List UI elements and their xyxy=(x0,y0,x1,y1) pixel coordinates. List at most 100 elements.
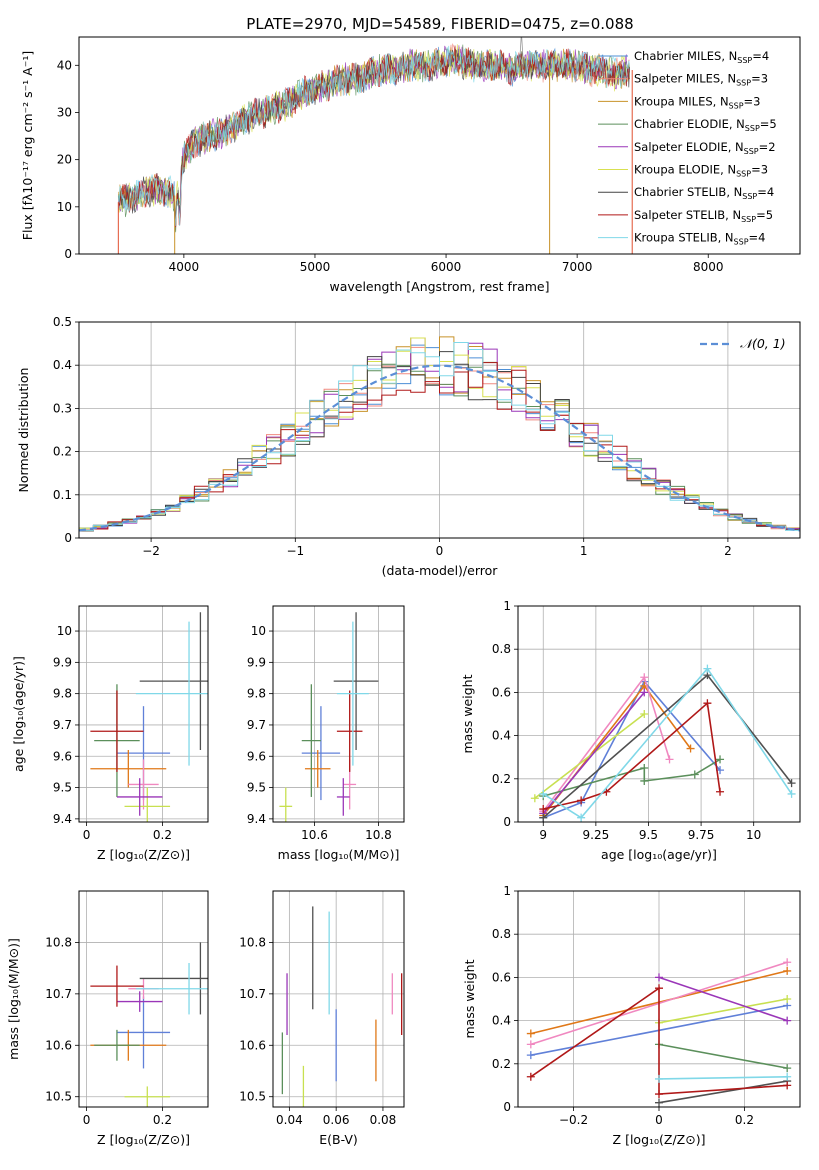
y-tick-label: 10.6 xyxy=(45,1038,72,1052)
x-tick-label: 9.25 xyxy=(583,828,610,842)
legend-suffix: =4 xyxy=(757,185,774,199)
y-tick-label: 1 xyxy=(503,599,511,613)
weight-line xyxy=(658,1076,788,1080)
y-tick-label: 0.2 xyxy=(492,772,511,786)
y-tick-label: 10.5 xyxy=(239,1090,266,1104)
legend-subscript: SSP xyxy=(745,124,760,133)
panel-mass-vs-Z: 0 0.2 10.5 10.6 10.7 10.8 Z [log₁₀(Z/Z⊙)] mass … xyxy=(6,890,209,1147)
weight-marker xyxy=(716,755,725,764)
weight-marker xyxy=(526,1029,535,1038)
y-tick-label: 10 xyxy=(57,624,72,638)
x-axis-label: Z [log₁₀(Z/Z⊙)] xyxy=(613,1132,706,1147)
legend-suffix: =2 xyxy=(759,140,776,154)
y-tick-label: 0.5 xyxy=(53,315,72,329)
weight-marker xyxy=(539,813,548,822)
weight-marker xyxy=(577,796,586,805)
y-tick-label: 0.8 xyxy=(492,642,511,656)
x-tick-label: 0.06 xyxy=(323,1113,350,1127)
plot-area xyxy=(518,606,800,822)
figure-title: PLATE=2970, MJD=54589, FIBERID=0475, z=0… xyxy=(246,15,633,33)
weight-marker xyxy=(690,770,699,779)
weight-marker xyxy=(783,1016,792,1025)
weight-marker xyxy=(686,744,695,753)
x-axis-label: wavelength [Angstrom, rest frame] xyxy=(329,279,549,294)
x-tick-label: 0 xyxy=(436,544,444,558)
weight-marker xyxy=(640,673,649,682)
y-tick-label: 0.6 xyxy=(492,685,511,699)
x-axis-label: age [log₁₀(age/yr)] xyxy=(601,847,717,862)
y-tick-label: 0.4 xyxy=(53,358,72,372)
y-axis-label: mass [log₁₀(M/M⊙)] xyxy=(6,938,21,1060)
weight-line xyxy=(658,1080,788,1104)
histogram-step xyxy=(79,362,800,531)
x-tick-label: 9.75 xyxy=(688,828,715,842)
legend-suffix: =5 xyxy=(760,117,777,131)
y-tick-label: 10 xyxy=(251,624,266,638)
y-axis-label: age [log₁₀(age/yr)] xyxy=(11,656,26,772)
legend-label: Kroupa MILES, NSSP=3 xyxy=(634,94,760,110)
legend-subscript: SSP xyxy=(737,56,752,65)
y-tick-label: 0.2 xyxy=(53,445,72,459)
legend-suffix: =4 xyxy=(749,231,766,245)
legend-subscript: SSP xyxy=(741,215,756,224)
weight-marker xyxy=(783,1064,792,1073)
x-tick-label: 4000 xyxy=(169,260,200,274)
x-tick-label: 10.6 xyxy=(301,828,328,842)
legend-label: Salpeter ELODIE, NSSP=2 xyxy=(634,140,776,156)
weight-marker xyxy=(526,1072,535,1081)
weight-marker xyxy=(783,966,792,975)
x-tick-label: 7000 xyxy=(562,260,593,274)
weight-line xyxy=(542,673,793,819)
weight-marker xyxy=(526,1051,535,1060)
y-tick-label: 10.8 xyxy=(45,935,72,949)
y-tick-label: 9.6 xyxy=(53,749,72,763)
plot-area xyxy=(79,606,208,822)
panel-age-vs-Z: 0 0.2 9.4 9.5 9.6 9.7 9.8 9.9 10 Z [log₁₀(Z/Z⊙)] a… xyxy=(11,605,209,862)
weight-marker xyxy=(526,1040,535,1049)
panel-weight-vs-Z: −0.2 0 0.2 0 0.2 0.4 0.6 0.8 1 Z [log₁₀(Z/Z⊙)] mas… xyxy=(462,884,801,1147)
axes-frame xyxy=(517,605,801,823)
panel-mass-vs-EBV: 0.04 0.06 0.08 10.5 10.6 10.7 10.8 E(B-V) xyxy=(239,890,405,1147)
y-tick-label: 9.8 xyxy=(53,687,72,701)
y-tick-label: 0.4 xyxy=(492,729,511,743)
plot-area xyxy=(117,37,633,254)
weight-marker xyxy=(655,1090,663,1099)
axes-frame xyxy=(517,890,801,1108)
y-tick-label: 9.9 xyxy=(247,655,266,669)
legend-label: Kroupa ELODIE, NSSP=3 xyxy=(634,163,768,179)
y-tick-label: 9.8 xyxy=(247,687,266,701)
legend-label: 𝒩(0, 1) xyxy=(740,336,786,351)
y-tick-label: 1 xyxy=(503,884,511,898)
weight-line xyxy=(542,691,645,814)
x-tick-label: −1 xyxy=(286,544,304,558)
x-tick-label: 8000 xyxy=(693,260,724,274)
weight-marker xyxy=(783,1072,792,1081)
y-axis-label: Normed distribution xyxy=(16,368,31,493)
weight-marker xyxy=(665,755,674,764)
plot-area xyxy=(79,891,208,1107)
y-tick-label: 0 xyxy=(64,531,72,545)
weight-marker xyxy=(530,794,539,803)
plot-area xyxy=(273,606,404,822)
x-tick-label: 5000 xyxy=(300,260,331,274)
legend-subscript: SSP xyxy=(736,79,751,88)
y-tick-label: 10 xyxy=(57,200,72,214)
plot-area xyxy=(273,891,404,1107)
x-axis-label: mass [log₁₀(M/M⊙)] xyxy=(278,847,400,862)
y-tick-label: 0.4 xyxy=(492,1014,511,1028)
x-tick-label: 0 xyxy=(83,1113,91,1127)
x-tick-label: 2 xyxy=(724,544,732,558)
legend: Chabrier MILES, NSSP=4 Salpeter MILES, NS… xyxy=(598,49,777,247)
panel-weight-vs-age: 9 9.25 9.5 9.75 10 0 0.2 0.4 0.6 0.8 1 age [log₁₀(a… xyxy=(460,599,801,862)
x-axis-label: (data-model)/error xyxy=(382,563,499,578)
weight-marker xyxy=(716,787,725,796)
y-tick-label: 9.7 xyxy=(247,718,266,732)
x-tick-label: 0.08 xyxy=(370,1113,397,1127)
x-tick-label: 10.8 xyxy=(365,828,392,842)
plot-area xyxy=(79,322,800,538)
axes-frame xyxy=(78,321,801,539)
panel-residuals: −2 −1 0 1 2 0 0.1 0.2 0.3 0.4 0.5 (data-model)/erro… xyxy=(16,315,801,578)
x-axis-label: Z [log₁₀(Z/Z⊙)] xyxy=(97,847,190,862)
y-tick-label: 0.8 xyxy=(492,927,511,941)
